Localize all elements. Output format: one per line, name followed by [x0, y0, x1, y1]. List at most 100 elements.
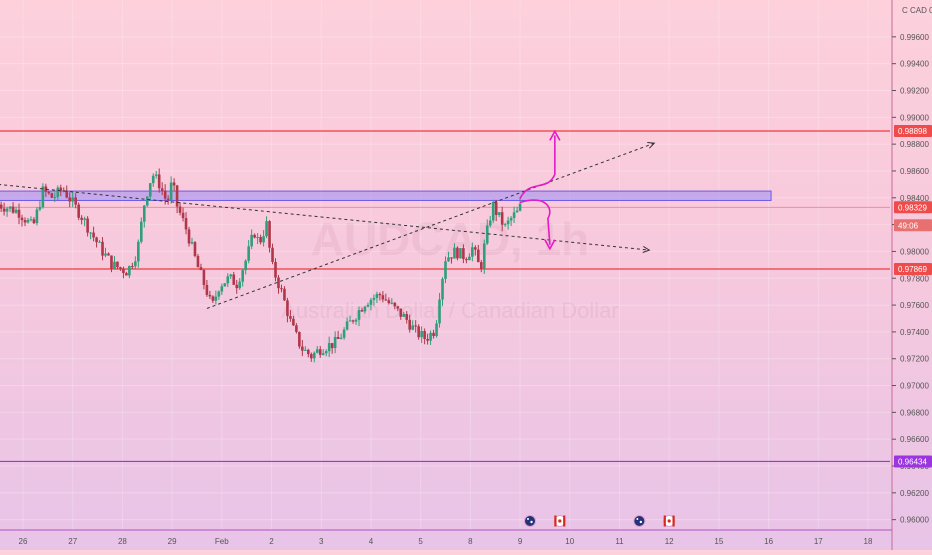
flag-circle — [633, 515, 646, 527]
flag-stripe — [563, 515, 566, 527]
forecast-arrowhead — [549, 129, 561, 141]
candle-body — [17, 209, 21, 218]
candle-body — [113, 261, 116, 269]
candle-body — [175, 185, 179, 207]
candle-body — [181, 212, 185, 219]
candle-body — [253, 234, 256, 238]
candle-body — [244, 260, 247, 271]
candle-body — [38, 207, 42, 210]
currency-label[interactable]: C CAD 0 — [902, 6, 932, 15]
y-tick-label: 0.97600 — [900, 301, 929, 310]
candle-body — [324, 351, 328, 354]
candle-body — [71, 197, 75, 202]
x-tick-label: 4 — [369, 537, 374, 546]
price-axis[interactable]: 0.99600 0.99400 0.99200 0.99000 0.98800 0.986… — [891, 0, 932, 550]
candle-body — [301, 346, 304, 351]
time-axis[interactable]: 26 27 28 29 Feb 2 3 4 5 8 9 10 11 12 15 16 17 18 — [0, 529, 892, 546]
y-tick-label: 0.97200 — [900, 355, 929, 364]
candle-body — [56, 187, 60, 197]
flag-stripe — [554, 515, 557, 527]
flag-stripe — [672, 515, 675, 527]
flag-star — [636, 518, 639, 520]
candle-body — [384, 299, 388, 301]
candle-body — [172, 182, 176, 186]
candle-body — [65, 190, 69, 198]
candle-body — [95, 237, 98, 243]
candle-body — [226, 276, 230, 284]
candle-body — [277, 277, 280, 289]
candle-body — [80, 217, 83, 220]
y-tick-label: 0.96600 — [900, 435, 929, 444]
horizontal-lines-layer — [0, 130, 890, 463]
x-tick-label: 28 — [118, 537, 127, 546]
candle-body — [435, 323, 438, 337]
candle-body — [89, 232, 92, 234]
candle-body — [154, 174, 158, 176]
y-tick-label: 0.97800 — [900, 274, 929, 283]
candle-body — [184, 218, 188, 230]
price-tag-label: 0.97869 — [898, 265, 927, 274]
candle-body — [295, 325, 298, 332]
candle-body — [44, 186, 48, 192]
watermark: AUDCAD, 1h Australian Dollar / Canadian … — [281, 213, 619, 323]
x-tick-label: 16 — [764, 537, 773, 546]
candle-body — [5, 208, 9, 212]
candle-body — [518, 203, 522, 211]
australia-flag-icon — [524, 515, 536, 527]
candle-body — [453, 247, 456, 259]
price-tag-label: 0.98898 — [898, 127, 927, 136]
y-tick-label: 0.96800 — [900, 408, 929, 417]
candle-body — [199, 267, 203, 271]
candle-body — [157, 174, 161, 189]
grid-layer — [0, 0, 890, 530]
price-tag — [894, 263, 932, 275]
candle-body — [342, 329, 346, 338]
candle-body — [491, 201, 495, 221]
forecast-arrow-down — [519, 199, 551, 245]
candle-body — [14, 209, 18, 213]
candle-body — [259, 237, 262, 243]
candle-body — [280, 288, 283, 290]
candle-body — [321, 353, 325, 355]
candle-body — [471, 247, 474, 257]
candle-body — [140, 221, 143, 242]
candle-body — [128, 266, 131, 276]
flag-stripe — [663, 515, 666, 527]
candle-body — [23, 220, 27, 223]
candle-body — [298, 331, 301, 347]
candle-body — [20, 217, 24, 221]
canada-flag-icon — [553, 515, 566, 527]
candle-body — [423, 331, 426, 339]
price-tag — [894, 201, 932, 214]
candle-body — [444, 261, 447, 279]
trendline — [206, 142, 655, 309]
candle-body — [292, 318, 295, 326]
candle-body — [375, 294, 379, 298]
trendline-arrowhead — [647, 142, 656, 149]
candle-body — [447, 257, 450, 262]
candle-body — [217, 291, 221, 297]
candle-body — [387, 300, 391, 303]
x-tick-label: 10 — [565, 537, 574, 546]
candle-body — [408, 319, 412, 330]
candle-body — [137, 241, 140, 262]
candle-body — [104, 253, 107, 256]
candle-body — [202, 270, 206, 285]
candle-body — [247, 246, 250, 261]
candle-body — [372, 297, 376, 300]
candle-body — [101, 241, 104, 256]
y-tick-label: 0.99000 — [900, 113, 929, 122]
candle-body — [354, 319, 358, 322]
flag-leaf — [667, 519, 671, 523]
candle-body — [163, 190, 167, 199]
resistance-zone-layer — [0, 190, 772, 201]
y-tick-label: 0.96200 — [900, 489, 929, 498]
candle-body — [414, 325, 417, 327]
candle-body — [8, 206, 12, 209]
y-tick-label: 0.98400 — [900, 194, 929, 203]
candle-body — [369, 299, 373, 305]
candle-body — [366, 304, 370, 307]
candle-body — [465, 259, 468, 261]
